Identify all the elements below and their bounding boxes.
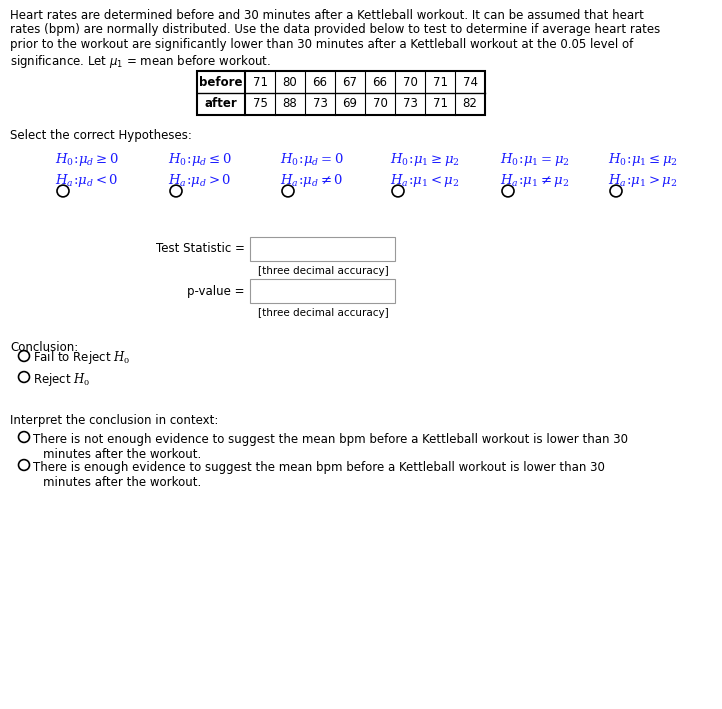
Text: 70: 70 [373, 98, 388, 111]
Text: 82: 82 [463, 98, 477, 111]
Text: $H_0\!:\!\mu_1 = \mu_2$: $H_0\!:\!\mu_1 = \mu_2$ [500, 151, 570, 168]
Text: 73: 73 [403, 98, 417, 111]
Text: $H_0\!:\!\mu_1 \geq \mu_2$: $H_0\!:\!\mu_1 \geq \mu_2$ [390, 151, 460, 168]
Text: 74: 74 [463, 75, 477, 89]
Text: There is not enough evidence to suggest the mean bpm before a Kettleball workout: There is not enough evidence to suggest … [33, 433, 628, 446]
Text: 80: 80 [282, 75, 297, 89]
Text: 67: 67 [342, 75, 357, 89]
Text: 71: 71 [432, 98, 448, 111]
Text: 88: 88 [282, 98, 297, 111]
Text: $H_0\!:\!\mu_1 \leq \mu_2$: $H_0\!:\!\mu_1 \leq \mu_2$ [608, 151, 678, 168]
Text: 71: 71 [253, 75, 267, 89]
Text: Fail to Reject $H_0$: Fail to Reject $H_0$ [33, 350, 130, 367]
Text: $H_0\!:\!\mu_d \geq 0$: $H_0\!:\!\mu_d \geq 0$ [55, 151, 119, 168]
Text: $H_a\!:\!\mu_d \neq 0$: $H_a\!:\!\mu_d \neq 0$ [280, 172, 344, 189]
Text: Reject $H_0$: Reject $H_0$ [33, 371, 90, 388]
Text: significance. Let $\mu_1$ = mean before workout.: significance. Let $\mu_1$ = mean before … [10, 52, 271, 69]
Bar [197, 71, 485, 115]
Text: Heart rates are determined before and 30 minutes after a Kettleball workout. It : Heart rates are determined before and 30… [10, 9, 644, 22]
Text: 70: 70 [403, 75, 417, 89]
Text: 75: 75 [253, 98, 267, 111]
Text: 73: 73 [313, 98, 328, 111]
Text: 71: 71 [432, 75, 448, 89]
Text: after: after [204, 98, 238, 111]
Text: 66: 66 [313, 75, 328, 89]
Text: Select the correct Hypotheses:: Select the correct Hypotheses: [10, 129, 192, 142]
Text: Test Statistic =: Test Statistic = [156, 242, 245, 255]
Text: [three decimal accuracy]: [three decimal accuracy] [258, 266, 388, 276]
Text: There is enough evidence to suggest the mean bpm before a Kettleball workout is : There is enough evidence to suggest the … [33, 461, 605, 474]
Text: minutes after the workout.: minutes after the workout. [43, 476, 201, 489]
Text: $H_a\!:\!\mu_d < 0$: $H_a\!:\!\mu_d < 0$ [55, 172, 118, 189]
Text: rates (bpm) are normally distributed. Use the data provided below to test to det: rates (bpm) are normally distributed. Us… [10, 23, 660, 36]
Text: Interpret the conclusion in context:: Interpret the conclusion in context: [10, 414, 218, 427]
Text: [three decimal accuracy]: [three decimal accuracy] [258, 308, 388, 318]
Bar [250, 237, 395, 261]
Text: 69: 69 [342, 98, 357, 111]
Text: $H_0\!:\!\mu_d = 0$: $H_0\!:\!\mu_d = 0$ [280, 151, 344, 168]
Bar [250, 279, 395, 303]
Text: prior to the workout are significantly lower than 30 minutes after a Kettleball : prior to the workout are significantly l… [10, 38, 633, 51]
Text: before: before [199, 75, 243, 89]
Text: $H_a\!:\!\mu_1 > \mu_2$: $H_a\!:\!\mu_1 > \mu_2$ [608, 172, 678, 189]
Text: $H_a\!:\!\mu_1 < \mu_2$: $H_a\!:\!\mu_1 < \mu_2$ [390, 172, 460, 189]
Text: p-value =: p-value = [188, 284, 245, 298]
Text: 66: 66 [373, 75, 388, 89]
Text: $H_a\!:\!\mu_d > 0$: $H_a\!:\!\mu_d > 0$ [168, 172, 232, 189]
Text: $H_a\!:\!\mu_1 \neq \mu_2$: $H_a\!:\!\mu_1 \neq \mu_2$ [500, 172, 570, 189]
Text: minutes after the workout.: minutes after the workout. [43, 448, 201, 461]
Text: $H_0\!:\!\mu_d \leq 0$: $H_0\!:\!\mu_d \leq 0$ [168, 151, 232, 168]
Text: Conclusion:: Conclusion: [10, 341, 78, 354]
